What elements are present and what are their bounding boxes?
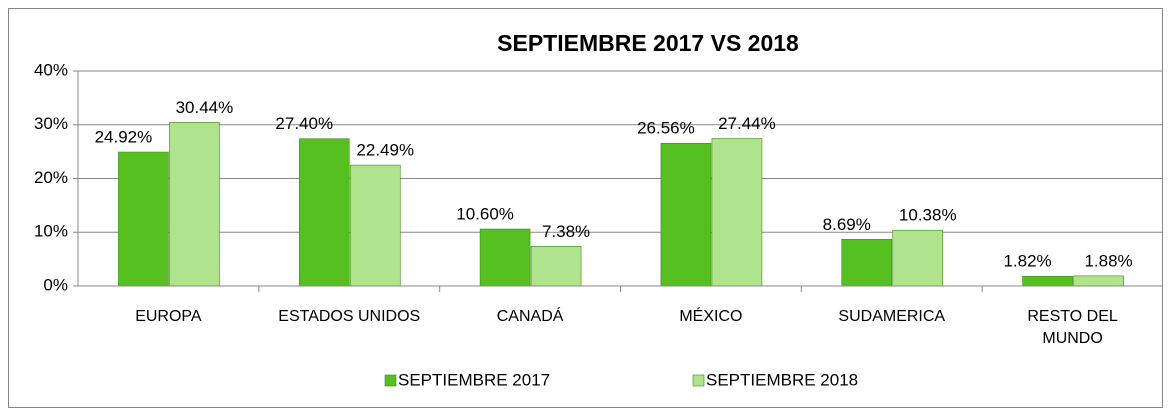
value-label: 10.38% xyxy=(899,206,957,225)
legend-label: SEPTIEMBRE 2018 xyxy=(706,370,858,389)
value-label: 1.88% xyxy=(1084,251,1132,270)
y-tick-label: 20% xyxy=(34,168,68,187)
y-tick-label: 10% xyxy=(34,222,68,241)
value-label: 27.44% xyxy=(718,114,776,133)
bar xyxy=(349,164,401,287)
bar xyxy=(841,238,893,287)
legend-label: SEPTIEMBRE 2017 xyxy=(398,370,550,389)
bar xyxy=(892,229,944,287)
chart-title: SEPTIEMBRE 2017 VS 2018 xyxy=(497,30,799,56)
value-label: 7.38% xyxy=(542,222,590,241)
value-label: 27.40% xyxy=(275,114,333,133)
bar xyxy=(1022,275,1073,287)
bar xyxy=(169,122,220,287)
bar xyxy=(1073,275,1124,287)
bar xyxy=(711,138,763,287)
y-tick-label: 40% xyxy=(34,60,68,79)
bar xyxy=(298,138,350,287)
legend-swatch xyxy=(384,374,397,387)
bar xyxy=(530,246,582,287)
y-tick-label: 30% xyxy=(34,114,68,133)
value-label: 1.82% xyxy=(1003,252,1051,271)
bar xyxy=(118,151,169,287)
y-tick-label: 0% xyxy=(43,275,68,294)
x-tick-label: MÉXICO xyxy=(679,308,743,325)
x-tick-label: SUDAMERICA xyxy=(838,308,946,325)
value-label: 24.92% xyxy=(95,128,153,147)
bar xyxy=(660,142,712,287)
value-label: 8.69% xyxy=(823,215,871,234)
bar xyxy=(479,228,531,287)
x-tick-label: RESTO DEL MUNDO xyxy=(1027,308,1118,347)
value-label: 22.49% xyxy=(356,141,414,160)
value-label: 30.44% xyxy=(176,98,234,117)
value-label: 10.60% xyxy=(456,205,514,224)
x-tick-label: EUROPA xyxy=(135,308,202,325)
x-tick-label: ESTADOS UNIDOS xyxy=(278,308,421,325)
legend-swatch xyxy=(692,374,705,387)
x-tick-label: CANADÁ xyxy=(496,308,564,325)
value-label: 26.56% xyxy=(637,119,695,138)
